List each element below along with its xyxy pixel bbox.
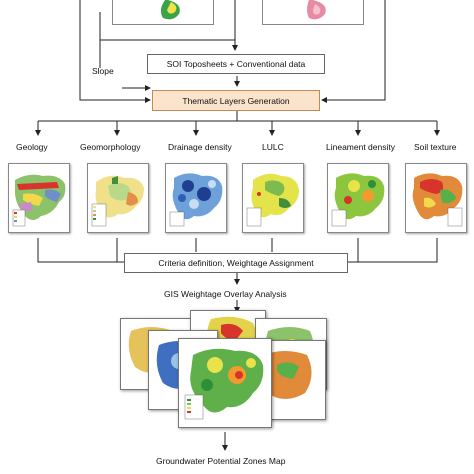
geology-map-thumbnail: [8, 163, 70, 233]
layer-label-drainage-density: Drainage density: [168, 142, 232, 152]
layer-label-lineament-density: Lineament density: [326, 142, 395, 152]
layer-label-geomorphology: Geomorphology: [80, 142, 141, 152]
lineament-density-map-thumbnail: [327, 163, 389, 233]
groundwater-potential-map-front: [178, 338, 272, 428]
layer-label-geology: Geology: [16, 142, 48, 152]
soi-toposheets-box: SOI Toposheets + Conventional data: [147, 54, 325, 74]
drainage-density-map-thumbnail: [165, 163, 227, 233]
slope-label: Slope: [92, 66, 114, 76]
soil-texture-map-thumbnail: [405, 163, 467, 233]
groundwater-potential-zones-label: Groundwater Potential Zones Map: [156, 456, 286, 466]
criteria-definition-box: Criteria definition, Weightage Assignmen…: [124, 253, 348, 273]
top-map-thumbnail-left: [112, 0, 214, 25]
geomorphology-map-thumbnail: [87, 163, 149, 233]
top-map-thumbnail-right: [262, 0, 364, 25]
layer-label-soil-texture: Soil texture: [414, 142, 457, 152]
thematic-layers-box: Thematic Layers Generation: [152, 90, 320, 111]
gis-overlay-label: GIS Weightage Overlay Analysis: [164, 289, 287, 299]
layer-label-lulc: LULC: [262, 142, 284, 152]
lulc-map-thumbnail: [242, 163, 304, 233]
